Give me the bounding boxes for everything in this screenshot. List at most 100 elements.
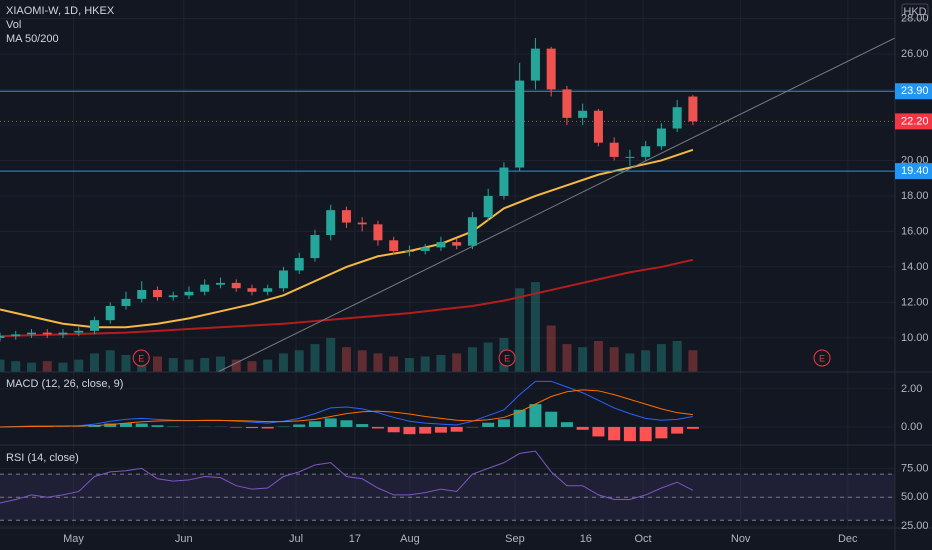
- candle-body: [357, 222, 367, 225]
- candle-body: [499, 167, 509, 196]
- candle-body: [672, 107, 682, 129]
- volume-bar: [641, 350, 651, 372]
- macd-histogram-bar: [529, 404, 542, 427]
- volume-label: Vol: [6, 19, 21, 31]
- candle-body: [625, 156, 635, 158]
- earnings-label: E: [819, 353, 825, 363]
- earnings-marker: [498, 349, 516, 367]
- volume-bar: [578, 347, 588, 372]
- volume-bar: [562, 344, 572, 372]
- earnings-label: E: [138, 353, 144, 363]
- y-tick-label: 75.00: [901, 462, 929, 474]
- candle-body: [200, 284, 210, 292]
- volume-bar: [467, 347, 477, 372]
- labels: XIAOMI-W, 1D, HKEX Vol MA 50/200 MACD (1…: [6, 3, 932, 545]
- macd-histogram-bar: [482, 422, 495, 427]
- candle-body: [688, 96, 698, 122]
- candle-body: [278, 270, 288, 289]
- macd-histogram-bar: [639, 426, 652, 442]
- candle-body: [546, 48, 556, 90]
- macd-title: MACD (12, 26, close, 9): [6, 378, 123, 390]
- volume-bar: [74, 359, 84, 372]
- currency[interactable]: HKD: [903, 6, 926, 18]
- x-tick-label: May: [63, 533, 84, 545]
- x-tick-label: Oct: [634, 533, 651, 545]
- candle-body: [42, 332, 52, 335]
- candle-body: [105, 305, 115, 321]
- candle-body: [326, 210, 336, 235]
- macd-histogram-bar: [450, 426, 463, 432]
- volume-bar: [310, 344, 320, 372]
- volume-bar: [420, 356, 430, 372]
- macd-histogram-bar: [403, 426, 416, 435]
- rsi-line: [0, 450, 694, 504]
- candle-body: [0, 336, 5, 338]
- y-tick-label: 25.00: [901, 520, 929, 532]
- volume-bar: [105, 350, 115, 372]
- macd-histogram-bar: [576, 426, 589, 430]
- macd-histogram-bar: [135, 423, 148, 427]
- macd-histogram-bar: [308, 421, 321, 427]
- volume-bar: [373, 353, 383, 372]
- currency-box[interactable]: [901, 3, 929, 20]
- candle-body: [562, 89, 572, 118]
- rsi-title: RSI (14, close): [6, 452, 79, 464]
- level-label: 23.90: [901, 85, 929, 97]
- level-label-box: [895, 163, 932, 180]
- candle-body: [247, 288, 257, 292]
- y-tick-label: 28.00: [901, 12, 929, 24]
- volume-bar: [200, 358, 210, 372]
- candle-body: [420, 247, 430, 251]
- volume-bar: [357, 350, 367, 372]
- volume-bar: [546, 325, 556, 372]
- candle-body: [11, 334, 21, 337]
- volume-bar: [215, 356, 225, 372]
- candle-body: [152, 290, 162, 298]
- candle-body: [26, 332, 36, 335]
- macd-histogram-bar: [497, 419, 510, 427]
- macd-histogram-bar: [261, 426, 274, 429]
- y-tick-label: 14.00: [901, 261, 929, 273]
- candle-body: [231, 282, 241, 289]
- last-price-label: 22.20: [901, 115, 929, 127]
- volume-bar: [152, 356, 162, 372]
- candle-body: [530, 48, 540, 81]
- macd-histogram-bar: [513, 409, 526, 427]
- candle-body: [294, 258, 304, 271]
- candle-body: [389, 240, 399, 251]
- earnings-marker: [132, 349, 150, 367]
- y-tick-label: 18.00: [901, 190, 929, 202]
- volume-bar: [278, 353, 288, 372]
- candle-body: [184, 291, 194, 296]
- volume-bar: [89, 353, 99, 372]
- volume-bar: [263, 359, 273, 372]
- earnings-label: E: [504, 353, 510, 363]
- candle-body: [215, 282, 225, 285]
- candle-body: [137, 290, 147, 299]
- macd-histogram-bar: [592, 426, 605, 437]
- candle-body: [578, 110, 588, 118]
- y-tick-label: 16.00: [901, 225, 929, 237]
- y-tick-label: 0.00: [901, 421, 922, 433]
- x-tick-label: 17: [349, 533, 361, 545]
- candle-body: [641, 146, 651, 157]
- volume-bar: [530, 282, 540, 372]
- macd-histogram-bar: [371, 426, 384, 429]
- volume-bar: [0, 359, 5, 372]
- x-tick-label: Dec: [838, 533, 858, 545]
- macd-histogram-bar: [387, 426, 400, 433]
- moving-average: [0, 148, 694, 329]
- candle-body: [89, 320, 99, 331]
- macd-histogram-bar: [104, 423, 117, 427]
- y-tick-label: 26.00: [901, 48, 929, 60]
- volume-bar: [515, 288, 525, 372]
- volume-bar: [26, 362, 36, 372]
- candle-body: [341, 210, 351, 223]
- x-tick-label: 16: [580, 533, 592, 545]
- grid: [0, 0, 895, 528]
- volume-bar: [389, 356, 399, 372]
- x-tick-label: Nov: [731, 533, 751, 545]
- volume-bar: [294, 350, 304, 372]
- candle-body: [593, 110, 603, 143]
